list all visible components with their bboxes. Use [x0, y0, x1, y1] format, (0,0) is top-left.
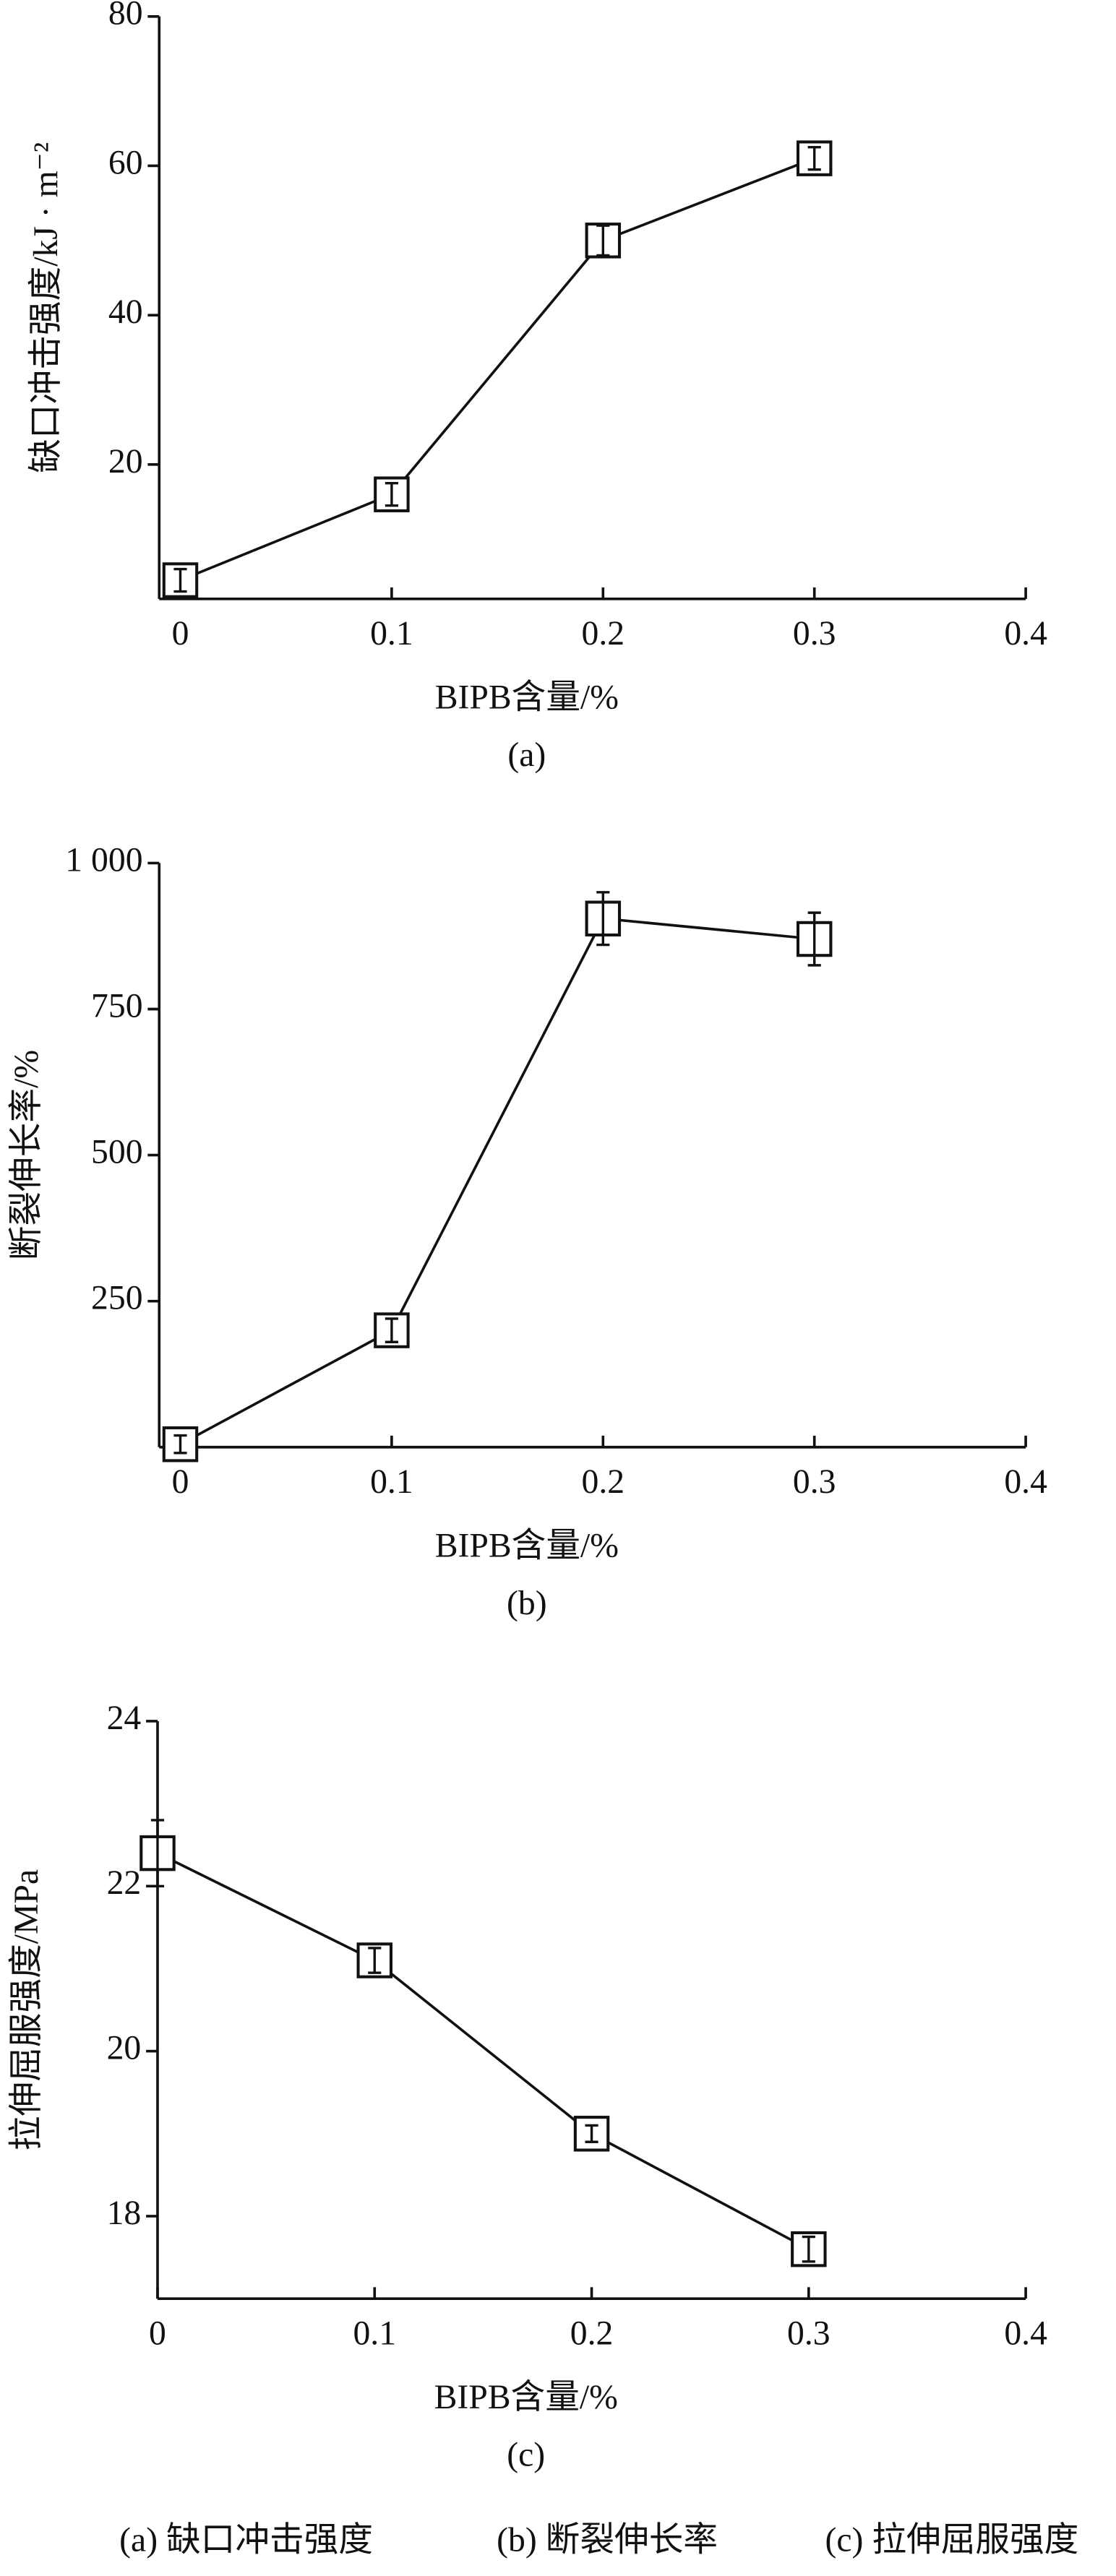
x-axis-label: BIPB含量/% — [434, 2379, 618, 2416]
caption: (c) 拉伸屈服强度 — [825, 2521, 1079, 2559]
caption: (a) 缺口冲击强度 — [119, 2521, 373, 2559]
error-bar — [807, 911, 821, 967]
marker — [573, 2116, 610, 2152]
x-tick-label: 0.2 — [582, 615, 625, 652]
error-bar — [173, 567, 187, 593]
x-tick-label: 0.3 — [793, 1463, 836, 1501]
y-tick-label: 22 — [107, 1864, 142, 1902]
y-axis-label: 断裂伸长率/% — [8, 1050, 46, 1260]
x-tick-label: 0.3 — [793, 615, 836, 652]
error-bar — [596, 224, 610, 257]
subcaption: (a) — [507, 736, 546, 774]
error-bar — [596, 891, 610, 947]
error-bar — [802, 2235, 815, 2263]
x-tick-label: 0.1 — [370, 1463, 413, 1501]
y-tick-label: 20 — [107, 2030, 142, 2067]
y-axis-label: 拉伸屈服强度/MPa — [8, 1869, 46, 2150]
x-tick-label: 0.3 — [787, 2314, 830, 2352]
y-tick-label: 40 — [108, 293, 143, 331]
subcaption: (c) — [507, 2436, 545, 2473]
error-bar — [585, 2124, 598, 2143]
x-tick-label: 0 — [149, 2314, 166, 2352]
x-axis-label: BIPB含量/% — [435, 679, 619, 717]
subcaption: (b) — [507, 1585, 547, 1622]
x-tick-label: 0.2 — [582, 1463, 625, 1501]
x-tick-label: 0.4 — [1004, 615, 1047, 652]
y-axis-label: 缺口冲击强度/kJ · m⁻² — [27, 142, 65, 473]
x-axis-label: BIPB含量/% — [435, 1527, 619, 1564]
y-tick-label: 20 — [108, 443, 143, 481]
error-bar — [150, 1819, 165, 1887]
x-tick-label: 0 — [172, 615, 189, 652]
data-line — [179, 157, 815, 582]
data-line — [157, 1851, 810, 2251]
y-tick-label: 500 — [91, 1134, 143, 1171]
data-line — [179, 917, 815, 1446]
x-tick-label: 0 — [172, 1463, 189, 1501]
y-tick-label: 750 — [91, 987, 143, 1025]
y-tick-label: 24 — [107, 1700, 142, 1737]
x-tick-label: 0.4 — [1004, 1463, 1047, 1501]
y-tick-label: 1 000 — [65, 841, 142, 879]
x-tick-label: 0.1 — [370, 615, 413, 652]
error-bar — [385, 481, 398, 507]
y-tick-label: 18 — [107, 2194, 142, 2232]
y-tick-label: 250 — [91, 1280, 143, 1317]
x-tick-label: 0.4 — [1004, 2314, 1047, 2352]
error-bar — [807, 145, 821, 171]
y-tick-label: 80 — [108, 0, 143, 33]
x-tick-label: 0.2 — [570, 2314, 614, 2352]
caption: (b) 断裂伸长率 — [497, 2521, 718, 2559]
error-bar — [368, 1947, 382, 1974]
error-bar — [385, 1317, 398, 1343]
x-tick-label: 0.1 — [353, 2314, 396, 2352]
error-bar — [173, 1434, 187, 1455]
y-tick-label: 60 — [108, 144, 143, 181]
